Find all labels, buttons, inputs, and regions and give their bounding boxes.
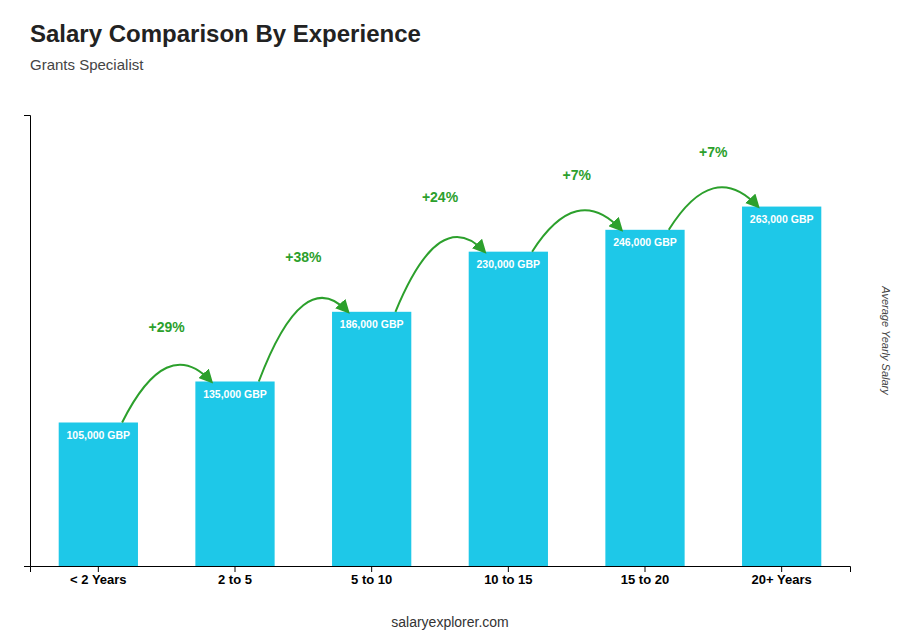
x-tick-label: 2 to 5 (218, 572, 252, 587)
annotation-arrow (532, 210, 621, 251)
x-tick: < 2 Years (70, 566, 127, 587)
annotation: +7% (699, 144, 728, 160)
x-tick-mark (235, 566, 236, 572)
chart-svg: < 2 Years 2 to 5 5 to 10 10 to 15 15 to 20 20… (0, 0, 900, 641)
x-tick: 20+ Years (752, 566, 812, 587)
x-tick-mark (371, 566, 372, 572)
x-tick-label: 15 to 20 (621, 572, 669, 587)
annotation: +29% (149, 319, 186, 335)
x-tick: 15 to 20 (621, 566, 669, 587)
annotations: +29% +38% +24% +7% +7% (122, 144, 758, 423)
x-tick-mark (98, 566, 99, 572)
data-label: 230,000 GBP (477, 258, 541, 270)
bar (59, 423, 138, 567)
annotation: +7% (562, 167, 591, 183)
plot-area: < 2 Years 2 to 5 5 to 10 10 to 15 15 to 20 20… (24, 116, 851, 588)
chart-container: < 2 Years 2 to 5 5 to 10 10 to 15 15 to 20 20… (0, 0, 900, 641)
data-label: 105,000 GBP (67, 429, 131, 441)
x-tick: 5 to 10 (351, 566, 392, 587)
annotation: +38% (285, 249, 322, 265)
annotation-arrow (259, 298, 348, 382)
bar (742, 207, 821, 566)
x-tick-label: 10 to 15 (484, 572, 532, 587)
y-axis (24, 116, 31, 567)
bar (195, 382, 274, 567)
bar (332, 312, 411, 566)
x-tick-mark (645, 566, 646, 572)
footer: salaryexplorer.com (391, 614, 509, 630)
y-axis-line (24, 116, 31, 567)
x-tick-label: < 2 Years (70, 572, 127, 587)
x-tick-mark (508, 566, 509, 572)
data-label: 135,000 GBP (203, 388, 267, 400)
subtitle: Grants Specialist (30, 56, 144, 73)
x-tick-label: 20+ Years (752, 572, 812, 587)
x-tick: 2 to 5 (218, 566, 252, 587)
x-tick-mark (781, 566, 782, 572)
bar (605, 230, 684, 566)
bar (469, 252, 548, 566)
x-axis: < 2 Years 2 to 5 5 to 10 10 to 15 15 to 20 20… (31, 566, 851, 587)
x-tick: 10 to 15 (484, 566, 532, 587)
data-label: 246,000 GBP (613, 236, 677, 248)
bars (59, 207, 822, 566)
data-label: 263,000 GBP (750, 213, 814, 225)
y-axis-label: Average Yearly Salary (880, 285, 892, 396)
data-label: 186,000 GBP (340, 318, 404, 330)
annotation-arrow (395, 237, 484, 312)
title: Salary Comparison By Experience (30, 20, 421, 47)
data-labels: 105,000 GBP 135,000 GBP 186,000 GBP 230,000… (67, 213, 814, 441)
x-tick-label: 5 to 10 (351, 572, 392, 587)
annotation-arrow (122, 365, 211, 423)
annotation: +24% (422, 189, 459, 205)
x-axis-line (31, 567, 851, 573)
annotation-arrow (669, 187, 758, 230)
